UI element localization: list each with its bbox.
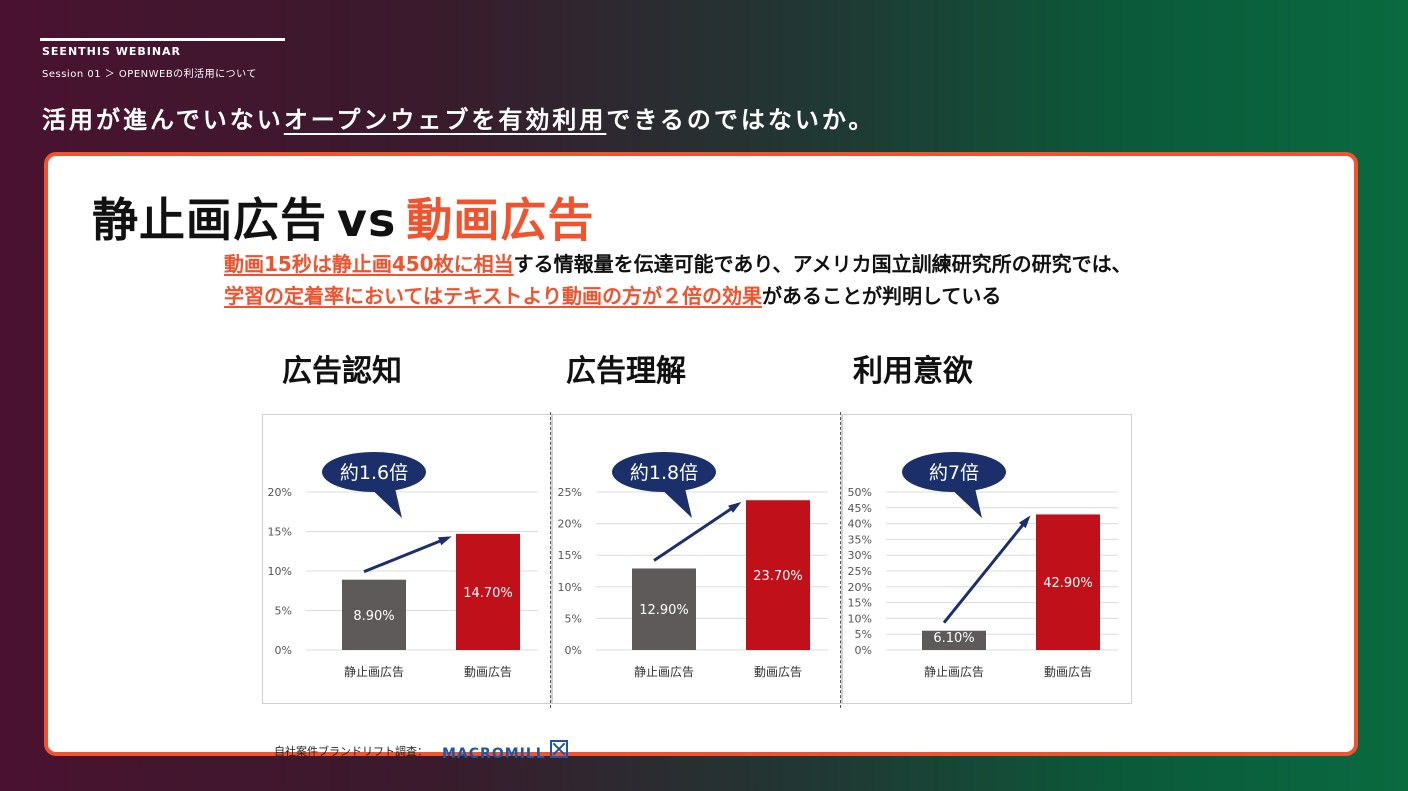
source-footer: 自社案件ブランドリフト調査： MACROMILL [274,740,568,762]
y-tick-label: 0% [565,644,582,657]
title-video: 動画広告 [406,193,595,247]
bar-value-label: 14.70% [463,586,513,601]
x-category-label: 動画広告 [1044,665,1092,679]
macromill-logo: MACROMILL [442,740,568,762]
annotation-bubble [322,452,426,492]
chart-title-awareness: 広告認知 [282,354,402,389]
title-vs: vs [337,193,397,247]
x-category-label: 静止画広告 [924,665,984,679]
y-tick-label: 20% [558,518,582,531]
chart-title-intent: 利用意欲 [853,354,973,389]
bar [342,579,406,650]
bar [632,568,696,650]
y-tick-label: 5% [565,612,582,625]
annotation-bubble [612,452,716,492]
lead-2-highlight: 学習の定着率においてはテキストより動画の方が２倍の効果 [224,284,762,308]
bar [922,630,986,650]
slide-title: 静止画広告 vs 動画広告 [92,184,594,250]
headline-pre: 活用が進んでいない [42,106,284,134]
bar-value-label: 42.90% [1043,576,1093,591]
arrow-head-icon [728,501,742,513]
y-tick-label: 25% [848,565,872,578]
x-category-label: 静止画広告 [344,665,404,679]
annotation-bubble [902,452,1006,492]
bar-value-label: 6.10% [933,631,974,646]
bubble-tail [948,484,982,518]
x-category-label: 動画広告 [754,665,802,679]
y-tick-label: 10% [558,581,582,594]
chart-divider [840,412,841,708]
headline-post: できるのではないか。 [606,106,876,134]
lead-1-highlight: 動画15秒は静止画450枚に相当 [224,252,514,276]
bar [456,533,520,650]
bubble-tail [368,484,402,518]
macromill-mark-icon [549,740,568,758]
bar [746,500,810,650]
brand-label: SEENTHIS WEBINAR [42,45,182,58]
lead-line-1: 動画15秒は静止画450枚に相当する情報量を伝達可能であり、アメリカ国立訓練研究… [224,248,1132,280]
headline-underlined: オープンウェブを有効利用 [283,106,607,134]
y-tick-label: 20% [268,486,292,499]
trend-arrow [653,502,739,562]
header-rule [40,38,285,41]
chart-panel-understanding: 0% 5% 10% 15% 20% 25% 12.90% 静止画広告 23.70% 動画広告 約1.… [552,414,842,704]
y-tick-label: 40% [848,518,872,531]
chart-divider [550,412,551,708]
y-tick-label: 0% [855,644,872,657]
arrow-head-icon [438,536,452,546]
y-tick-label: 30% [848,549,872,562]
y-tick-label: 15% [558,549,582,562]
x-category-label: 静止画広告 [634,665,694,679]
lead-line-2: 学習の定着率においてはテキストより動画の方が２倍の効果があることが判明している [224,280,1132,312]
y-tick-label: 15% [848,597,872,610]
slide-card: 静止画広告 vs 動画広告 動画15秒は静止画450枚に相当する情報量を伝達可能であ… [44,152,1358,762]
y-tick-label: 10% [848,612,872,625]
bar-chart: 0% 5% 10% 15% 20% 8.90% 静止画広告 14.70% 動画広告 約1.6倍 [262,414,552,704]
bar-chart: 0% 5% 10% 15% 20% 25% 12.90% 静止画広告 23.70% 動画広告 約1.… [552,414,842,704]
bar-value-label: 12.90% [639,603,689,618]
lead-text: 動画15秒は静止画450枚に相当する情報量を伝達可能であり、アメリカ国立訓練研究… [224,248,1132,312]
y-tick-label: 10% [268,565,292,578]
logo-text: MACROMILL [442,746,546,762]
lead-2-rest: があることが判明している [762,284,1002,308]
arrow-head-icon [1018,515,1031,529]
bar-chart: 0% 5% 10% 15% 20% 25% 30% 35% 40% 45% 50% 6.10% 静止画広… [842,414,1132,704]
title-static: 静止画広告 [92,193,327,247]
annotation-label: 約7倍 [929,462,979,484]
trend-arrow [363,536,449,574]
y-tick-label: 35% [848,533,872,546]
y-tick-label: 15% [268,526,292,539]
bar [1036,514,1100,650]
bar-value-label: 8.90% [353,609,394,624]
chart-title-understanding: 広告理解 [566,354,686,389]
y-tick-label: 0% [275,644,292,657]
bar-value-label: 23.70% [753,569,803,584]
y-tick-label: 25% [558,486,582,499]
page-headline: 活用が進んでいないオープンウェブを有効利用できるのではないか。 [42,100,875,135]
annotation-label: 約1.6倍 [340,462,408,484]
chart-panel-awareness: 0% 5% 10% 15% 20% 8.90% 静止画広告 14.70% 動画広告 約1.6倍 [262,414,552,704]
annotation-label: 約1.8倍 [630,462,698,484]
y-tick-label: 50% [848,486,872,499]
trend-arrow [942,517,1030,624]
x-category-label: 動画広告 [464,665,512,679]
breadcrumb: Session 01 ＞ OPENWEBの利活用について [42,69,257,80]
source-label: 自社案件ブランドリフト調査： [274,745,428,758]
y-tick-label: 45% [848,502,872,515]
y-tick-label: 5% [855,628,872,641]
bubble-tail [658,484,692,518]
lead-1-rest: する情報量を伝達可能であり、アメリカ国立訓練研究所の研究では、 [513,252,1132,276]
chart-panel-intent: 0% 5% 10% 15% 20% 25% 30% 35% 40% 45% 50% 6.10% 静止画広… [842,414,1132,704]
y-tick-label: 5% [275,605,292,618]
y-tick-label: 20% [848,581,872,594]
